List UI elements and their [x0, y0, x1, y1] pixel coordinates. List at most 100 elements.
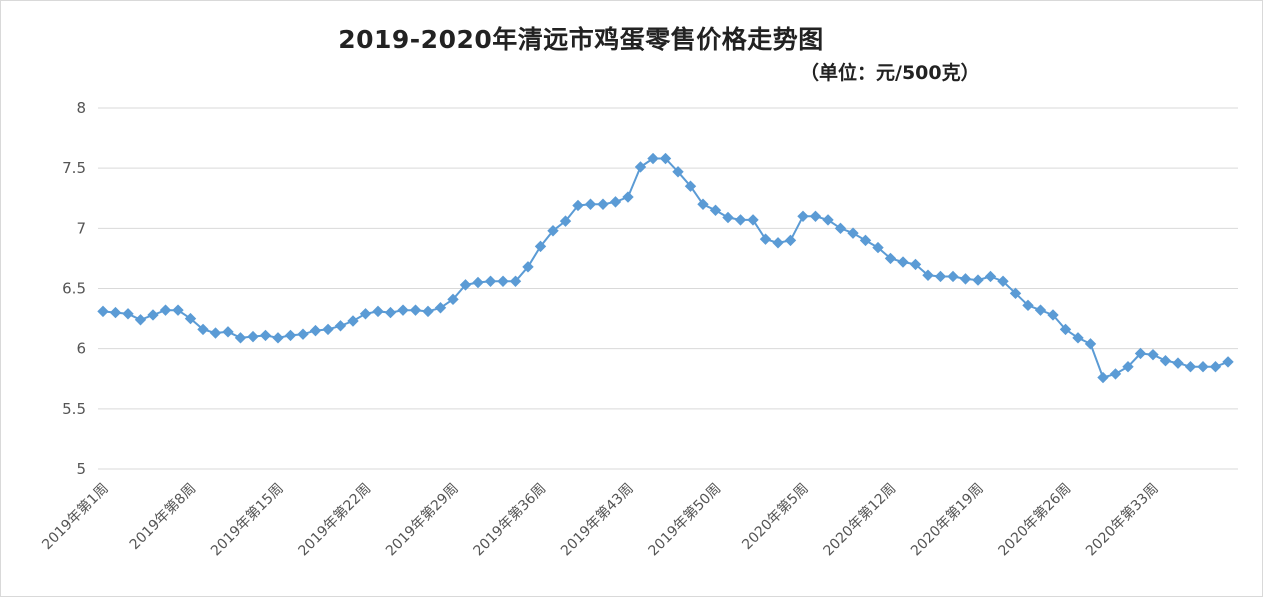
data-point-marker: [259, 329, 272, 342]
x-tick-label: 2019年第22周: [295, 480, 375, 560]
data-point-marker: [1172, 357, 1184, 369]
data-point-marker: [772, 237, 784, 249]
data-point-marker: [784, 234, 797, 247]
data-point-marker: [409, 304, 422, 316]
data-point-marker: [872, 241, 884, 254]
series-egg-price: [97, 152, 1234, 384]
data-point-marker: [422, 305, 434, 318]
data-point-marker: [909, 258, 922, 271]
data-point-marker: [497, 275, 509, 287]
data-point-marker: [1034, 304, 1047, 316]
data-point-marker: [647, 152, 659, 165]
data-point-marker: [472, 276, 484, 289]
data-point-marker: [1122, 361, 1134, 373]
data-point-marker: [584, 198, 597, 210]
chart-subtitle: （单位：元/500克）: [800, 62, 980, 84]
data-point-marker: [159, 304, 172, 316]
x-tick-label: 2019年第15周: [207, 480, 287, 560]
data-point-marker: [834, 222, 847, 235]
data-point-marker: [1084, 338, 1097, 350]
data-point-marker: [97, 305, 109, 318]
data-point-marker: [397, 304, 409, 316]
data-point-marker: [797, 210, 809, 223]
data-point-marker: [1097, 371, 1109, 384]
data-point-marker: [384, 306, 397, 319]
data-point-marker: [109, 306, 122, 319]
x-tick-label: 2020年第5周: [739, 480, 812, 553]
data-point-marker: [247, 330, 259, 343]
data-point-marker: [272, 332, 284, 344]
data-point-marker: [922, 269, 934, 281]
data-point-marker: [859, 234, 872, 247]
data-point-marker: [747, 214, 759, 226]
series-line: [102, 157, 1229, 379]
data-point-marker: [634, 161, 647, 173]
data-point-marker: [847, 227, 859, 239]
data-point-marker: [1022, 299, 1034, 312]
x-tick-label: 2019年第36周: [470, 480, 550, 560]
data-point-marker: [309, 324, 322, 337]
data-point-marker: [609, 196, 622, 208]
data-point-marker: [1147, 348, 1159, 361]
data-point-marker: [284, 329, 297, 342]
x-tick-label: 2020年第19周: [907, 480, 987, 560]
data-point-marker: [659, 152, 672, 165]
data-point-marker: [172, 304, 184, 316]
data-point-marker: [722, 211, 734, 224]
data-point-marker: [684, 180, 697, 192]
data-point-marker: [1109, 368, 1122, 380]
data-point-marker: [1209, 361, 1222, 373]
data-point-marker: [209, 327, 222, 339]
data-point-marker: [1134, 347, 1147, 360]
data-point-marker: [122, 308, 134, 320]
data-point-marker: [434, 302, 447, 314]
data-point-marker: [322, 323, 334, 336]
data-point-marker: [147, 309, 159, 321]
data-point-marker: [972, 274, 984, 286]
data-point-marker: [547, 225, 559, 237]
y-axis-ticks: 5 5.5 6 6.5 7 7.5 8: [62, 99, 86, 478]
data-point-marker: [947, 270, 959, 283]
data-point-marker: [522, 261, 534, 273]
data-point-marker: [597, 198, 609, 210]
data-point-marker: [572, 199, 584, 212]
gridlines: [98, 107, 1238, 470]
data-point-marker: [734, 214, 747, 226]
data-point-marker: [534, 240, 547, 253]
data-point-marker: [197, 323, 209, 336]
data-point-marker: [372, 305, 384, 318]
data-point-marker: [447, 293, 459, 306]
data-point-marker: [622, 191, 634, 203]
y-tick-label: 5: [76, 460, 86, 478]
data-point-marker: [1059, 323, 1072, 336]
data-point-marker: [984, 270, 997, 283]
y-tick-label: 7.5: [62, 159, 86, 177]
data-point-marker: [1159, 354, 1172, 367]
data-point-marker: [997, 275, 1009, 287]
data-point-marker: [1072, 332, 1084, 344]
data-point-marker: [484, 275, 497, 287]
x-tick-label: 2019年第50周: [645, 480, 725, 560]
y-tick-label: 7: [76, 219, 86, 237]
data-point-marker: [759, 233, 772, 245]
y-tick-label: 6: [76, 340, 86, 358]
data-point-marker: [234, 332, 247, 344]
data-point-marker: [334, 320, 347, 332]
y-tick-label: 6.5: [62, 280, 86, 298]
x-tick-label: 2019年第43周: [557, 480, 637, 560]
x-tick-label: 2019年第1周: [39, 480, 112, 553]
x-tick-label: 2019年第8周: [126, 480, 199, 553]
data-point-marker: [134, 314, 147, 326]
data-point-marker: [822, 214, 834, 226]
data-point-marker: [897, 256, 909, 268]
data-point-marker: [809, 210, 822, 223]
data-point-marker: [697, 198, 709, 210]
data-point-marker: [1184, 361, 1197, 373]
data-point-marker: [509, 275, 522, 287]
data-point-marker: [184, 312, 197, 325]
x-tick-label: 2020年第26周: [995, 480, 1075, 560]
y-tick-label: 5.5: [62, 400, 86, 418]
data-point-marker: [1222, 356, 1234, 368]
